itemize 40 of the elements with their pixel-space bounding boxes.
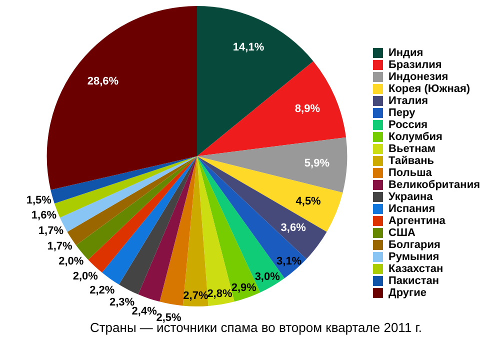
legend-label: Вьетнам bbox=[388, 143, 436, 156]
data-label: 2,8% bbox=[207, 288, 232, 300]
legend-label: Пакистан bbox=[388, 275, 440, 288]
legend-label: Аргентина bbox=[388, 215, 446, 228]
legend-label: Индия bbox=[388, 47, 424, 60]
data-label: 2,0% bbox=[72, 270, 98, 283]
legend-label: Тайвань bbox=[388, 155, 434, 168]
legend-label: Украина bbox=[388, 191, 434, 204]
data-label: 28,6% bbox=[87, 75, 119, 88]
data-label: 1,7% bbox=[47, 240, 73, 252]
legend-label: Перу bbox=[388, 107, 416, 120]
data-label: 14,1% bbox=[232, 42, 264, 54]
legend-label: США bbox=[388, 227, 416, 240]
data-label: 1,5% bbox=[26, 194, 52, 207]
data-label: 1,7% bbox=[38, 225, 64, 238]
legend-label: Болгария bbox=[388, 239, 440, 252]
legend-label: Польша bbox=[388, 167, 433, 180]
data-label: 5,9% bbox=[304, 157, 330, 170]
legend-label: Колумбия bbox=[388, 131, 442, 144]
legend-label: Россия bbox=[388, 119, 428, 132]
data-label: 4,5% bbox=[296, 196, 322, 208]
data-label: 2,9% bbox=[231, 282, 257, 294]
legend-label: Италия bbox=[388, 95, 428, 108]
data-label: 2,7% bbox=[183, 290, 208, 302]
data-label: 2,0% bbox=[58, 256, 84, 268]
data-label: 2,4% bbox=[132, 306, 158, 318]
data-label: 8,9% bbox=[294, 102, 320, 115]
data-label: 3,0% bbox=[254, 270, 280, 283]
legend-label: Другие bbox=[388, 287, 427, 300]
data-label: 2,2% bbox=[90, 284, 115, 296]
legend-label: Корея (Южная) bbox=[388, 83, 470, 96]
legend-label: Румыния bbox=[388, 251, 440, 264]
legend-label: Испания bbox=[388, 203, 436, 216]
legend-label: Бразилия bbox=[388, 59, 442, 72]
legend-label: Индонезия bbox=[388, 71, 448, 84]
data-label: 3,1% bbox=[276, 255, 302, 268]
data-label: 1,6% bbox=[31, 210, 57, 222]
data-label: 3,6% bbox=[280, 222, 306, 234]
legend-label: Казахстан bbox=[388, 263, 444, 276]
legend-label: Великобритания bbox=[388, 179, 480, 192]
